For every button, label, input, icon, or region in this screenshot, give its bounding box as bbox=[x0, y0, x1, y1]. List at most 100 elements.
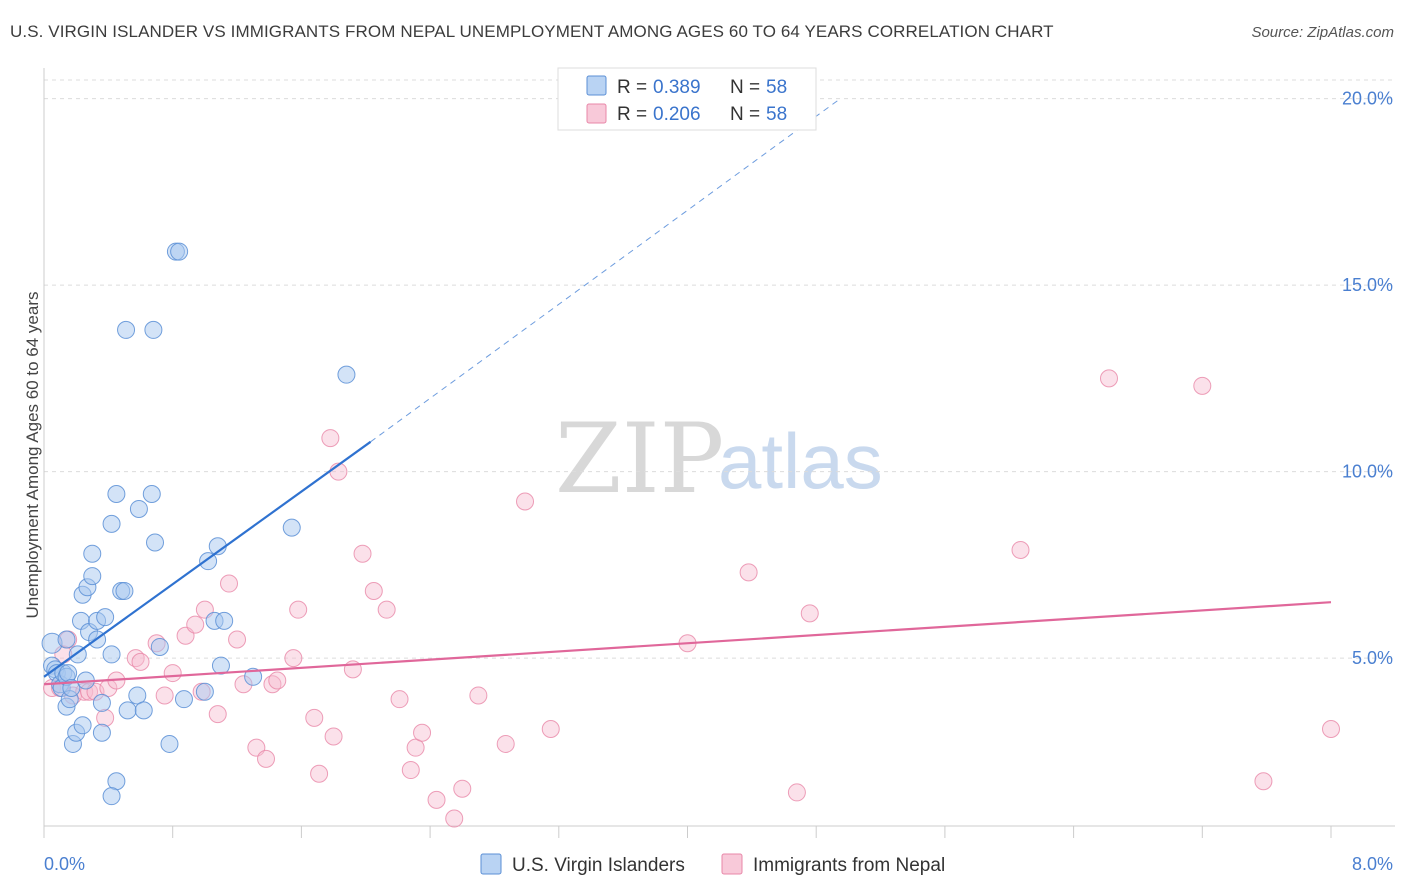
series-virgin-islanders-points bbox=[41, 242, 356, 806]
data-point-virgin-islanders bbox=[92, 723, 111, 742]
axes bbox=[43, 68, 1395, 838]
legend-n-value-2: 58 bbox=[766, 104, 787, 125]
data-point-nepal bbox=[401, 761, 420, 780]
data-point-virgin-islanders bbox=[96, 608, 115, 627]
legend-r-value-2: 0.206 bbox=[653, 104, 701, 125]
data-point-nepal bbox=[1011, 540, 1030, 559]
x-tick-label: 8.0% bbox=[1352, 854, 1393, 874]
data-point-nepal bbox=[131, 652, 150, 671]
data-point-nepal bbox=[787, 783, 806, 802]
data-point-nepal bbox=[413, 723, 432, 742]
data-point-nepal bbox=[220, 574, 239, 593]
legend-r-value-1: 0.389 bbox=[653, 77, 701, 98]
x-tick-labels: 0.0% 8.0% bbox=[44, 854, 1393, 874]
data-point-nepal bbox=[186, 615, 205, 634]
legend-swatch-virgin-islanders bbox=[480, 853, 502, 875]
data-point-virgin-islanders bbox=[142, 485, 161, 504]
data-point-nepal bbox=[321, 429, 340, 448]
data-point-nepal bbox=[163, 664, 182, 683]
data-point-virgin-islanders bbox=[129, 499, 148, 518]
data-point-virgin-islanders bbox=[102, 645, 121, 664]
data-point-virgin-islanders bbox=[128, 686, 147, 705]
y-tick-label: 15.0% bbox=[1342, 275, 1393, 295]
data-point-virgin-islanders bbox=[102, 514, 121, 533]
data-point-nepal bbox=[268, 671, 287, 690]
data-point-virgin-islanders bbox=[211, 656, 230, 675]
data-point-virgin-islanders bbox=[146, 533, 165, 552]
data-point-nepal bbox=[208, 705, 227, 724]
data-point-nepal bbox=[406, 738, 425, 757]
data-point-nepal bbox=[739, 563, 758, 582]
data-point-virgin-islanders bbox=[92, 693, 111, 712]
data-point-virgin-islanders bbox=[160, 734, 179, 753]
trend-line-nepal bbox=[43, 601, 1332, 686]
data-point-nepal bbox=[469, 686, 488, 705]
legend-n-label-2: N = bbox=[730, 104, 760, 125]
legend-swatch-series1 bbox=[586, 75, 607, 96]
data-point-virgin-islanders bbox=[107, 772, 126, 791]
data-point-virgin-islanders bbox=[115, 582, 134, 601]
watermark-atlas: atlas bbox=[718, 417, 883, 505]
data-point-nepal bbox=[800, 604, 819, 623]
data-point-virgin-islanders bbox=[170, 242, 189, 261]
y-tick-label: 5.0% bbox=[1352, 648, 1393, 668]
data-point-nepal bbox=[289, 600, 308, 619]
y-tick-label: 10.0% bbox=[1342, 462, 1393, 482]
data-point-virgin-islanders bbox=[57, 630, 76, 649]
data-point-nepal bbox=[496, 734, 515, 753]
x-tick-label: 0.0% bbox=[44, 854, 85, 874]
legend-n-label-1: N = bbox=[730, 77, 760, 98]
data-point-nepal bbox=[353, 544, 372, 563]
data-point-nepal bbox=[1254, 772, 1273, 791]
data-point-nepal bbox=[1099, 369, 1118, 388]
data-point-nepal bbox=[1193, 376, 1212, 395]
legend-r-label-1: R = bbox=[617, 77, 647, 98]
data-point-nepal bbox=[310, 764, 329, 783]
data-point-nepal bbox=[263, 675, 282, 694]
data-point-virgin-islanders bbox=[118, 701, 137, 720]
data-point-virgin-islanders bbox=[150, 637, 169, 656]
data-point-virgin-islanders bbox=[134, 701, 153, 720]
data-point-nepal bbox=[453, 779, 472, 798]
trend-lines bbox=[43, 98, 1332, 686]
correlation-legend: R = 0.389 N = 58 R = 0.206 N = 58 bbox=[557, 67, 817, 131]
data-point-virgin-islanders bbox=[83, 544, 102, 563]
data-point-virgin-islanders bbox=[244, 667, 263, 686]
data-point-nepal bbox=[96, 708, 115, 727]
legend-r-label-2: R = bbox=[617, 104, 647, 125]
series-legend: U.S. Virgin Islanders Immigrants from Ne… bbox=[480, 853, 945, 876]
data-point-nepal bbox=[324, 727, 343, 746]
data-point-nepal bbox=[427, 790, 446, 809]
y-axis-label: Unemployment Among Ages 60 to 64 years bbox=[23, 292, 42, 619]
data-point-virgin-islanders bbox=[117, 320, 136, 339]
watermark-zip: ZIP bbox=[555, 403, 724, 515]
data-point-virgin-islanders bbox=[174, 690, 193, 709]
data-point-virgin-islanders bbox=[59, 664, 78, 683]
data-point-virgin-islanders bbox=[102, 787, 121, 806]
legend-swatch-nepal bbox=[721, 853, 743, 875]
trend-extension-virgin-islanders bbox=[370, 98, 841, 443]
data-point-nepal bbox=[257, 749, 276, 768]
data-point-nepal bbox=[364, 582, 383, 601]
data-point-nepal bbox=[228, 630, 247, 649]
gridlines bbox=[44, 79, 1395, 659]
data-point-virgin-islanders bbox=[83, 567, 102, 586]
legend-label-nepal: Immigrants from Nepal bbox=[753, 855, 945, 876]
legend-swatch-series2 bbox=[586, 103, 607, 124]
data-point-nepal bbox=[390, 690, 409, 709]
data-point-virgin-islanders bbox=[337, 365, 356, 384]
data-point-nepal bbox=[305, 708, 324, 727]
data-point-virgin-islanders bbox=[282, 518, 301, 537]
trend-line-virgin-islanders bbox=[43, 440, 372, 678]
y-tick-labels: 5.0% 10.0% 15.0% 20.0% bbox=[1342, 89, 1393, 669]
data-point-nepal bbox=[541, 720, 560, 739]
data-point-nepal bbox=[1322, 720, 1340, 739]
y-tick-label: 20.0% bbox=[1342, 89, 1393, 109]
data-point-nepal bbox=[155, 686, 174, 705]
data-point-nepal bbox=[516, 492, 535, 511]
data-point-virgin-islanders bbox=[215, 611, 234, 630]
data-point-virgin-islanders bbox=[144, 320, 163, 339]
data-point-virgin-islanders bbox=[195, 682, 214, 701]
data-point-nepal bbox=[126, 649, 145, 668]
